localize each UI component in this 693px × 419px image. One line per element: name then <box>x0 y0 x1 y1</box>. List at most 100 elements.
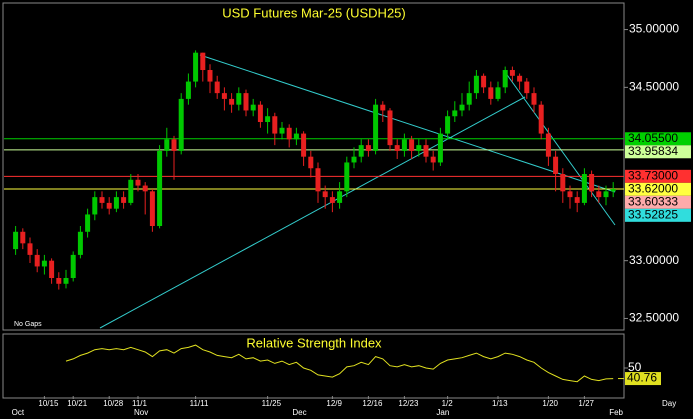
candle-body <box>135 179 141 186</box>
level-label-box <box>625 182 691 196</box>
trendline <box>199 54 616 193</box>
level-label-box <box>625 132 691 146</box>
candle-body <box>113 197 119 209</box>
candle-body <box>344 162 350 192</box>
candle-body <box>495 87 501 99</box>
candle-body <box>20 231 26 244</box>
level-label: 34.05500 <box>628 131 678 145</box>
candle-body <box>603 191 609 198</box>
candle-body <box>257 104 263 123</box>
candle-body <box>178 98 184 151</box>
candle-body <box>171 139 177 151</box>
candle-body <box>56 278 62 284</box>
x-tick-label: 1/13 <box>492 399 508 408</box>
candle-body <box>401 139 407 151</box>
candle-body <box>13 231 19 250</box>
candle-body <box>423 145 429 157</box>
level-label-box <box>625 208 691 222</box>
candle-body <box>445 116 451 134</box>
candle-body <box>473 75 479 94</box>
y-tick-label: 32.50000 <box>629 311 679 325</box>
y-tick-label: 50 <box>628 360 642 374</box>
candle-body <box>286 127 292 140</box>
candle-body <box>545 133 551 157</box>
y-tick-label: 33.00000 <box>629 253 679 267</box>
level-label-box <box>625 169 691 183</box>
level-label: 33.52825 <box>628 207 678 221</box>
candle-body <box>49 260 55 279</box>
candle-body <box>394 145 400 151</box>
candle-body <box>128 179 134 203</box>
candle-body <box>293 133 299 140</box>
candle-body <box>265 116 271 123</box>
candle-body <box>315 168 321 192</box>
x-tick-label: 11/1 <box>132 399 148 408</box>
x-tick-label: 12/23 <box>398 399 419 408</box>
candle-body <box>488 87 494 99</box>
candle-body <box>200 52 206 71</box>
candle-body <box>142 185 148 192</box>
candle-body <box>243 93 249 111</box>
candle-body <box>380 104 386 111</box>
level-label-box <box>625 195 691 209</box>
candle-body <box>459 104 465 111</box>
month-label: Jan <box>436 408 449 417</box>
x-tick-label: 12/16 <box>362 399 383 408</box>
candle-body <box>157 150 163 227</box>
month-label: Oct <box>12 408 25 417</box>
candle-body <box>531 93 537 105</box>
candle-body <box>365 145 371 151</box>
annotation: No Gaps <box>14 321 42 328</box>
candle-body <box>27 243 33 255</box>
x-tick-label: 10/21 <box>67 399 88 408</box>
rsi-line <box>65 344 614 383</box>
candle-body <box>481 75 487 88</box>
candle-body <box>567 191 573 198</box>
candle-body <box>185 81 191 99</box>
price-panel <box>2 2 625 331</box>
x-unit: Day <box>662 399 676 408</box>
candle-body <box>437 133 443 163</box>
candle-body <box>509 70 515 76</box>
month-label: Nov <box>134 408 148 417</box>
candle-body <box>207 70 213 82</box>
month-label: Dec <box>292 408 306 417</box>
x-tick-label: 11/25 <box>262 399 282 408</box>
candle-body <box>85 214 91 232</box>
candle-body <box>92 197 98 215</box>
last-value-box <box>625 372 661 386</box>
level-label: 33.60333 <box>628 194 678 208</box>
candle-body <box>41 260 47 267</box>
candle-body <box>193 52 199 82</box>
x-tick-label: 10/15 <box>38 399 59 408</box>
y-tick-label: 35.00000 <box>629 22 679 36</box>
x-tick-label: 11/11 <box>190 399 209 408</box>
candle-body <box>452 110 458 117</box>
candle-body <box>610 189 616 192</box>
candle-body <box>221 93 227 99</box>
candle-body <box>272 116 278 134</box>
rsi-title: Relative Strength Index <box>246 335 382 350</box>
candle-body <box>553 156 559 175</box>
candle-body <box>574 197 580 203</box>
rsi-panel <box>2 333 625 399</box>
level-label-box <box>625 145 691 159</box>
candle-body <box>409 139 415 151</box>
candle-body <box>329 197 335 203</box>
candle-body <box>308 156 314 169</box>
candle-body <box>596 191 602 198</box>
last-value-label: 40.76 <box>627 371 657 385</box>
trendline <box>504 71 616 226</box>
candle-body <box>387 110 393 146</box>
candle-body <box>229 98 235 105</box>
x-tick-label: 1/2 <box>442 399 454 408</box>
candle-body <box>214 81 220 94</box>
candle-body <box>250 104 256 111</box>
candle-body <box>70 254 76 279</box>
candle-body <box>63 278 69 284</box>
candle-body <box>373 104 379 151</box>
candle-body <box>301 133 307 157</box>
candle-body <box>466 93 472 105</box>
candle-body <box>236 93 242 105</box>
